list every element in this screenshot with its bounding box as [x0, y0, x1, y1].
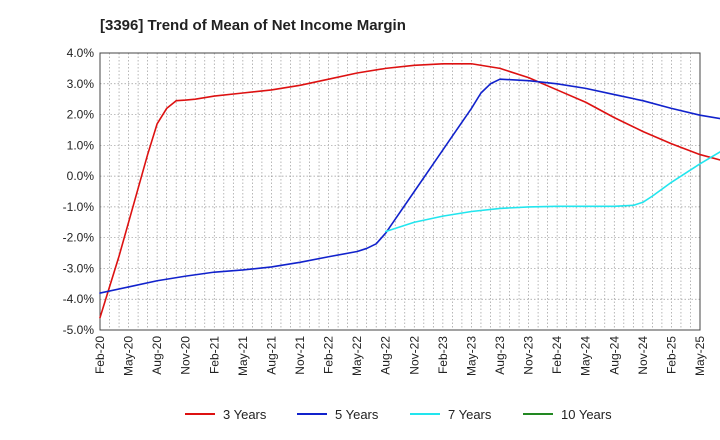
- x-tick-label: May-21: [236, 336, 250, 376]
- y-tick-label: 0.0%: [67, 169, 95, 183]
- x-tick-label: Aug-20: [150, 336, 164, 375]
- legend-label: 3 Years: [223, 407, 267, 422]
- plot-area: 4.0% 3.0% 2.0% 1.0% 0.0% -1.0% -2.0% -3.0% -4.0%…: [63, 46, 720, 376]
- y-tick-label: -5.0%: [63, 323, 95, 337]
- series-line-3-years: [99, 62, 720, 319]
- x-tick-label: May-25: [693, 336, 707, 376]
- x-tick-label: Aug-22: [379, 336, 393, 375]
- chart-title: [3396] Trend of Mean of Net Income Margi…: [100, 17, 406, 34]
- legend-label: 5 Years: [335, 407, 379, 422]
- x-tick-label: Aug-21: [264, 336, 278, 375]
- x-tick-label: Feb-20: [93, 336, 107, 374]
- x-tick-label: Nov-23: [522, 336, 536, 375]
- y-tick-label: 4.0%: [67, 46, 95, 60]
- x-tick-label: Nov-22: [407, 336, 421, 375]
- legend-label: 7 Years: [448, 407, 492, 422]
- x-tick-label: Nov-24: [636, 336, 650, 375]
- series-line-7-years: [384, 151, 720, 233]
- y-tick-label: -1.0%: [63, 200, 95, 214]
- y-tick-label: -2.0%: [63, 231, 95, 245]
- x-tick-label: May-20: [122, 336, 136, 376]
- x-tick-label: May-22: [350, 336, 364, 376]
- x-tick-label: Nov-21: [293, 336, 307, 375]
- plot-frame: [99, 52, 701, 331]
- y-tick-label: 3.0%: [67, 77, 95, 91]
- legend-label: 10 Years: [561, 407, 612, 422]
- y-tick-label: 1.0%: [67, 138, 95, 152]
- x-tick-label: May-24: [579, 336, 593, 376]
- y-tick-label: -4.0%: [63, 292, 95, 306]
- x-tick-label: Aug-24: [607, 336, 621, 375]
- x-tick-label: Feb-23: [436, 336, 450, 374]
- x-tick-label: May-23: [464, 336, 478, 376]
- plot-background: [100, 53, 700, 330]
- x-tick-label: Feb-21: [207, 336, 221, 374]
- legend: 3 Years 5 Years 7 Years 10 Years: [185, 407, 612, 422]
- x-tick-label: Nov-20: [179, 336, 193, 375]
- y-tick-label: 2.0%: [67, 108, 95, 122]
- x-tick-label: Feb-22: [322, 336, 336, 374]
- x-tick-label: Feb-24: [550, 336, 564, 374]
- series-line-5-years: [99, 78, 720, 294]
- x-tick-label: Feb-25: [664, 336, 678, 374]
- x-tick-label: Aug-23: [493, 336, 507, 375]
- y-tick-label: -3.0%: [63, 261, 95, 275]
